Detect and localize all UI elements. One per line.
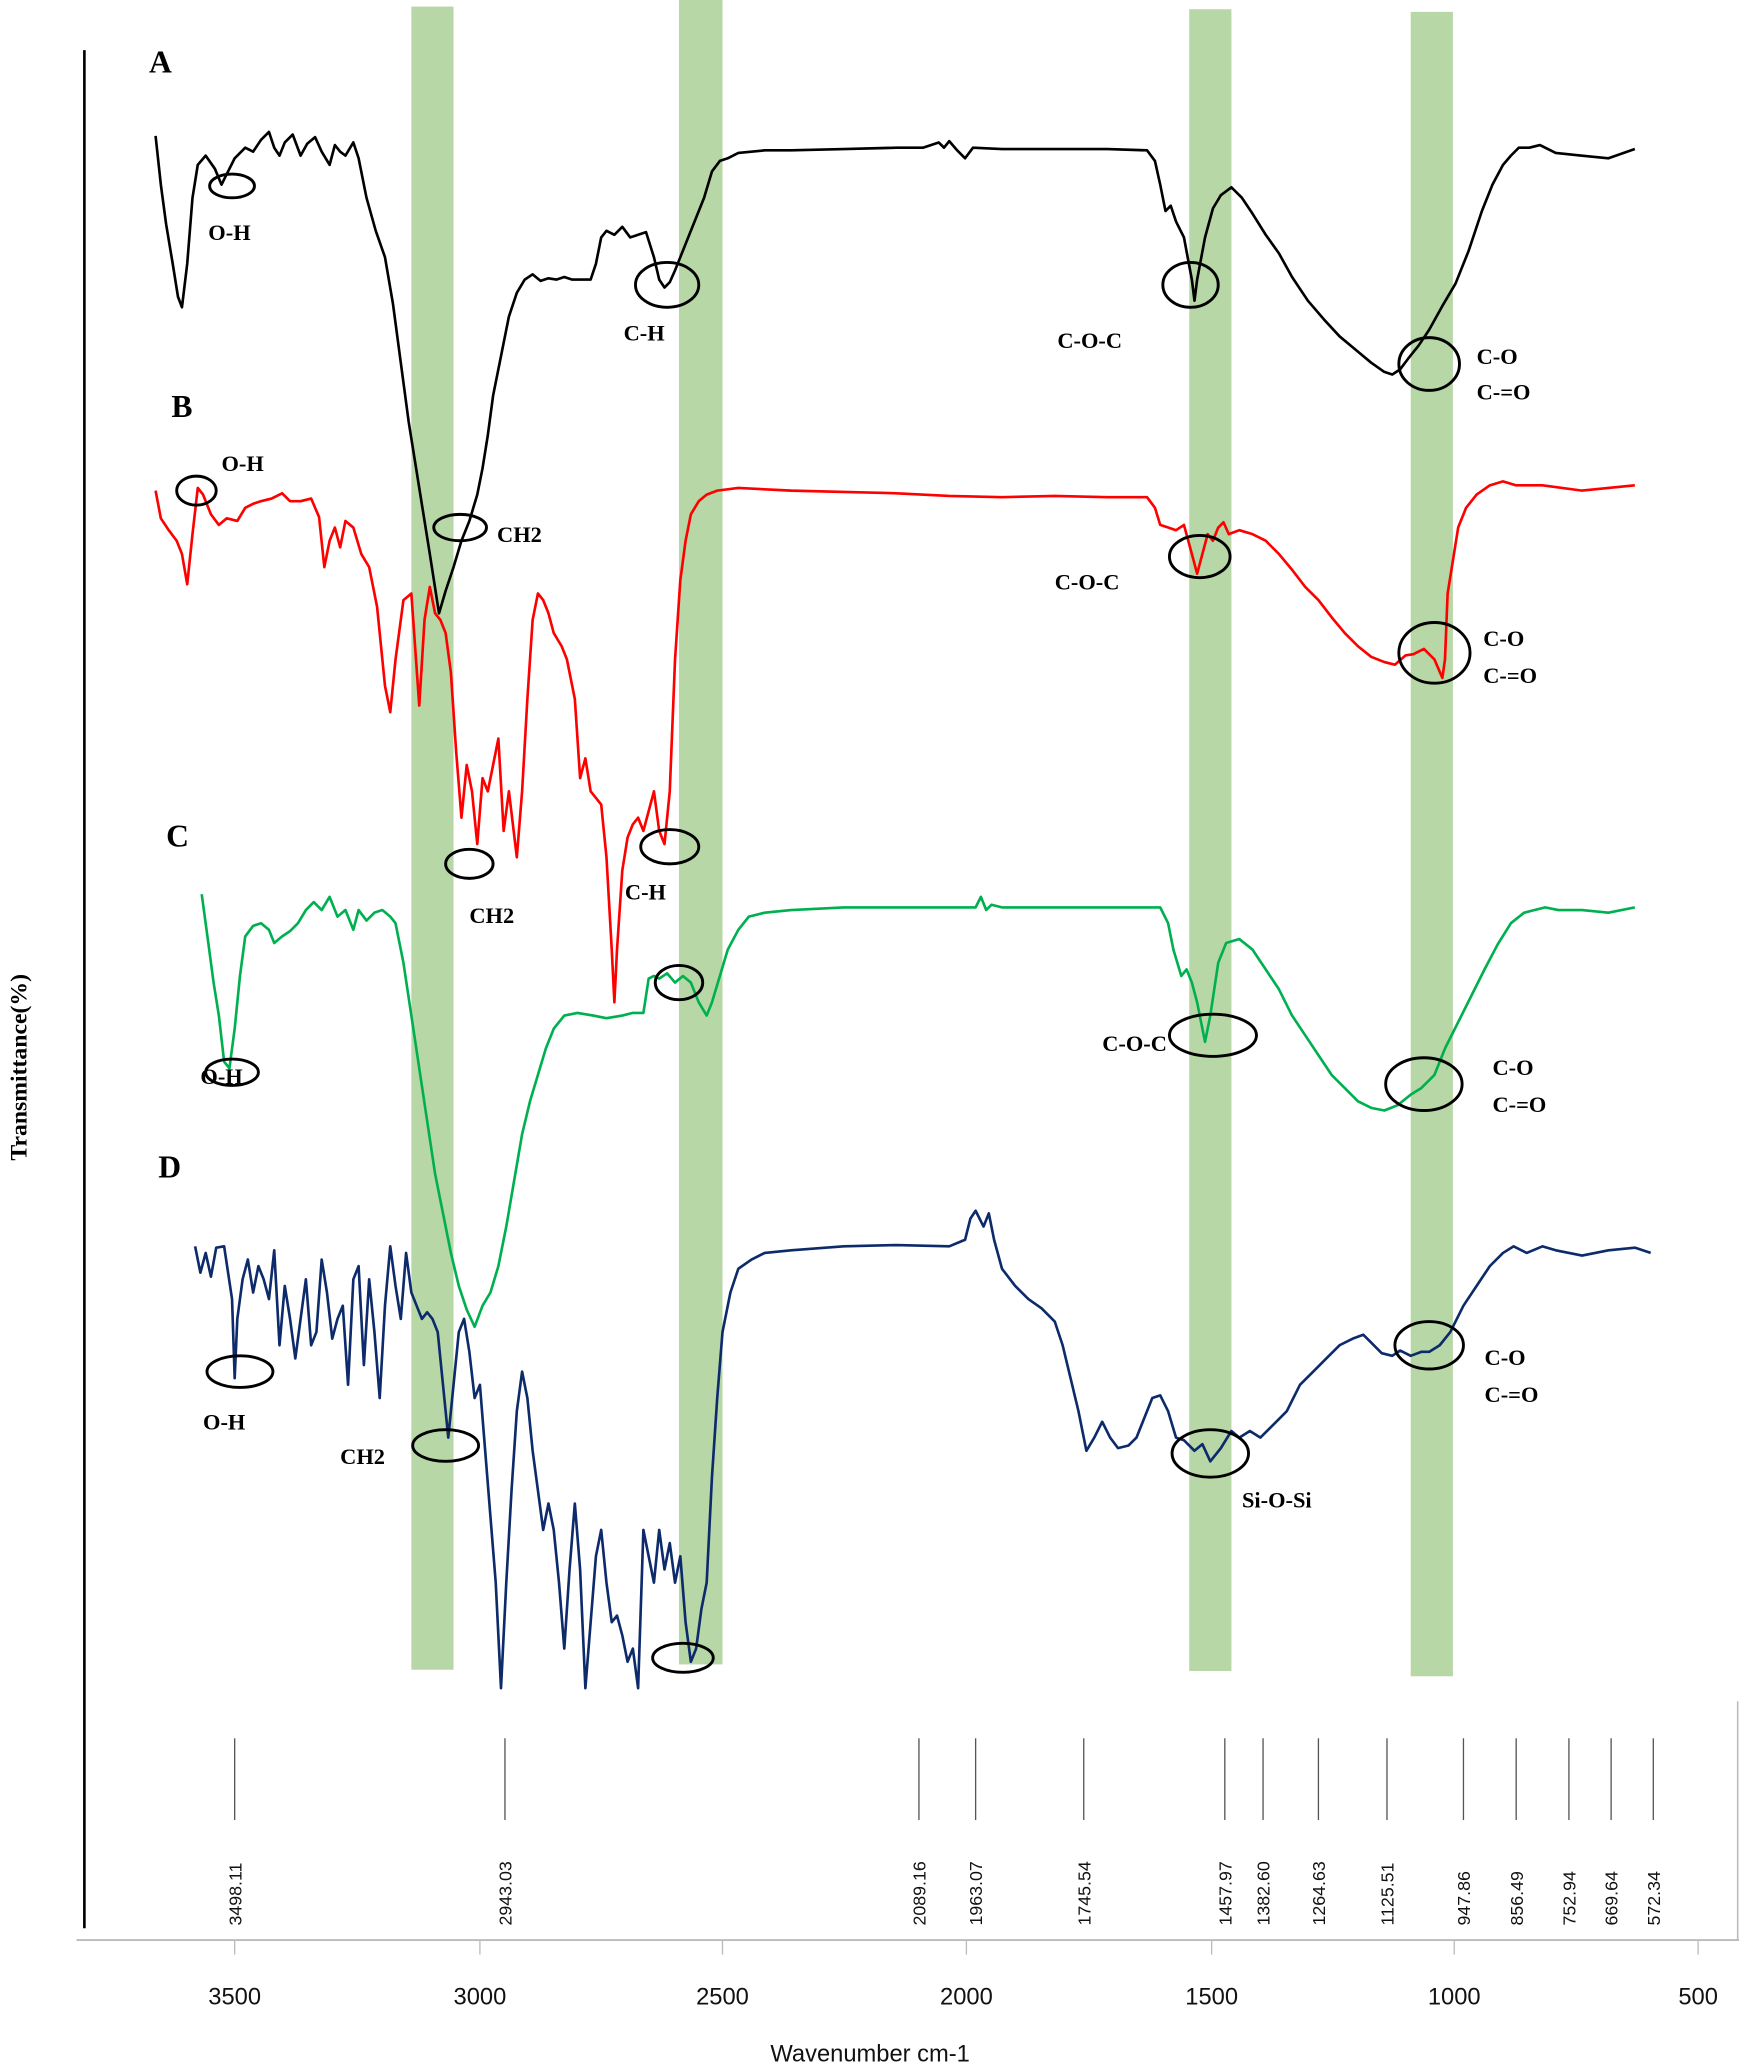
label-b-ch2: CH2 xyxy=(469,903,514,928)
peak-label: 1125.51 xyxy=(1378,1862,1398,1925)
circle-a-oh xyxy=(208,172,256,200)
x-tick-label: 1500 xyxy=(1185,1985,1238,2011)
label-b-ch2-top: CH2 xyxy=(497,522,542,547)
peak-label: 3498.11 xyxy=(225,1862,245,1925)
spectrum-a xyxy=(154,130,1636,615)
label-a-ch: C-H xyxy=(624,320,666,345)
label-b-coc: C-O-C xyxy=(1055,570,1120,595)
circle-c-coc xyxy=(1167,1012,1258,1058)
peak-label: 1963.07 xyxy=(966,1861,986,1925)
circle-a-ch xyxy=(634,261,701,309)
circle-c-co xyxy=(1384,1056,1464,1112)
peak-label: 572.34 xyxy=(1644,1871,1664,1926)
label-d-c-eq-o: C-=O xyxy=(1485,1382,1539,1407)
x-tick-label: 1000 xyxy=(1428,1985,1481,2011)
circle-a-coc xyxy=(1161,261,1220,309)
band-ch2 xyxy=(411,6,454,1670)
x-tick-label: 500 xyxy=(1678,1985,1718,2011)
spectrum-b xyxy=(154,480,1635,1004)
x-tick-label: 3000 xyxy=(454,1985,507,2011)
peak-label: 2943.03 xyxy=(496,1861,516,1925)
circle-a-co xyxy=(1397,336,1461,392)
circle-d-ch2 xyxy=(411,1428,481,1463)
label-a-c-eq-o: C-=O xyxy=(1477,380,1531,405)
label-a-co: C-O xyxy=(1477,344,1518,369)
x-axis-label: Wavenumber cm-1 xyxy=(770,2041,969,2067)
circle-c-oh xyxy=(204,1057,260,1087)
peak-label: 669.64 xyxy=(1602,1871,1622,1926)
label-c-co: C-O xyxy=(1492,1055,1533,1080)
peak-label: 856.49 xyxy=(1507,1871,1527,1926)
x-tick-label: 2500 xyxy=(696,1985,749,2011)
label-a-oh: O-H xyxy=(208,220,251,245)
label-a-coc: C-O-C xyxy=(1057,328,1122,353)
panel-label-d: D xyxy=(158,1150,181,1185)
x-axis-tick-labels: 3500 3000 2500 2000 1500 1000 500 xyxy=(208,1985,1718,2011)
peak-marker-labels: 3498.11 2943.03 2089.16 1963.07 1745.54 … xyxy=(225,1861,1664,1925)
y-axis-label: Transmittance(%) xyxy=(6,974,32,1161)
x-tick-label: 3500 xyxy=(208,1985,261,2011)
circle-d-ch xyxy=(651,1641,715,1674)
peak-label: 1382.60 xyxy=(1254,1861,1274,1925)
highlight-bands xyxy=(411,0,1453,1677)
peak-label: 1745.54 xyxy=(1074,1861,1094,1925)
label-d-sios: Si-O-Si xyxy=(1242,1487,1312,1512)
x-axis-ticks xyxy=(234,1940,1699,1955)
circle-b-co xyxy=(1397,621,1472,685)
peak-markers xyxy=(234,1738,1654,1821)
label-b-c-eq-o: C-=O xyxy=(1483,663,1537,688)
label-d-oh: O-H xyxy=(203,1410,246,1435)
x-tick-label: 2000 xyxy=(940,1985,993,2011)
label-b-co: C-O xyxy=(1483,626,1524,651)
circle-c-ch xyxy=(653,963,705,1002)
band-coc xyxy=(1189,9,1232,1672)
peak-label: 1457.97 xyxy=(1215,1861,1235,1925)
panel-label-a: A xyxy=(149,45,172,80)
spectrum-d xyxy=(193,1209,1652,1690)
peak-label: 947.86 xyxy=(1454,1871,1474,1926)
circle-b-ch xyxy=(639,828,701,866)
peak-label: 2089.16 xyxy=(910,1861,930,1925)
spectrum-c xyxy=(200,894,1636,1329)
label-d-co: C-O xyxy=(1485,1345,1526,1370)
circle-b-ch2-top xyxy=(432,512,488,543)
peak-label: 1264.63 xyxy=(1309,1861,1329,1925)
peak-label: 752.94 xyxy=(1560,1871,1580,1926)
panel-label-c: C xyxy=(166,819,189,854)
circle-d-sios xyxy=(1170,1428,1250,1479)
circle-d-oh xyxy=(205,1354,275,1389)
circle-b-coc xyxy=(1167,534,1232,580)
circle-d-co xyxy=(1393,1320,1465,1371)
circle-b-ch2 xyxy=(444,847,495,880)
label-c-oh: O-H xyxy=(200,1064,243,1089)
label-b-oh: O-H xyxy=(221,451,264,476)
band-co xyxy=(1410,11,1453,1677)
annotation-circles xyxy=(175,172,1472,1674)
label-b-ch: C-H xyxy=(625,879,667,904)
label-c-c-eq-o: C-=O xyxy=(1492,1092,1546,1117)
panel-label-b: B xyxy=(171,389,192,424)
label-d-ch2: CH2 xyxy=(340,1444,385,1469)
circle-b-oh xyxy=(175,474,218,507)
label-c-coc: C-O-C xyxy=(1102,1031,1167,1056)
